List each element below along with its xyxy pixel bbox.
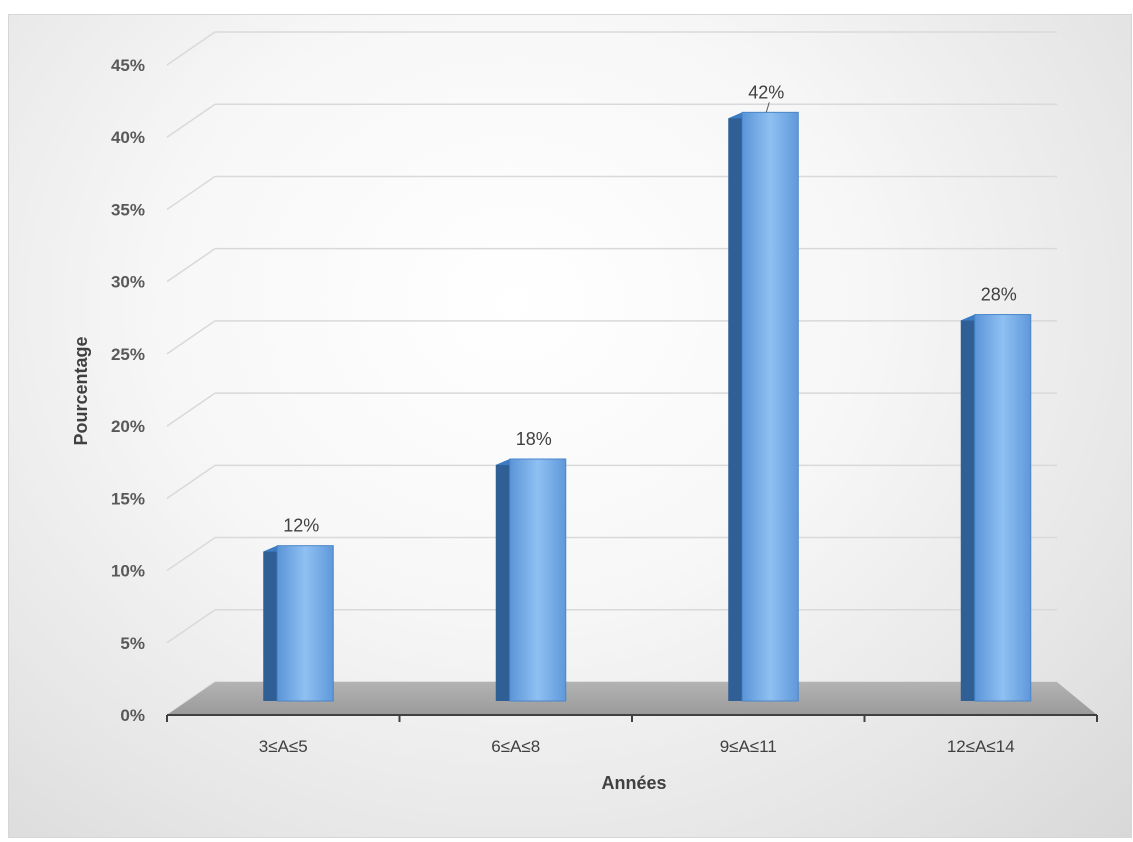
bar [495, 458, 567, 702]
wall-gridline [166, 31, 216, 66]
bar-side [495, 459, 510, 701]
wall-gridline [166, 609, 216, 644]
y-tick-label: 25% [111, 345, 145, 364]
category-label: 9≤A≤11 [720, 737, 777, 756]
chart-floor [167, 682, 1097, 715]
wall-gridline [166, 320, 216, 355]
bar-chart: 12% 3≤A≤5 18% 6≤A≤8 42% 9≤A≤11 28% 12≤A≤14 0% 5% 1… [71, 31, 1098, 793]
wall-gridline [166, 392, 216, 427]
data-label: 18% [516, 429, 552, 449]
y-tick-label: 30% [111, 273, 145, 292]
wall-gridline [166, 248, 216, 283]
y-tick-label: 45% [111, 56, 145, 75]
bar-side [728, 112, 743, 702]
wall-gridline [166, 103, 216, 138]
axes [166, 714, 1098, 722]
bar-side [960, 314, 975, 701]
bar [263, 545, 334, 702]
y-tick-label: 0% [120, 706, 145, 725]
wall-gridline [166, 536, 216, 572]
data-label-leader [765, 102, 770, 113]
wall-gridline [166, 175, 216, 211]
y-tick-label: 5% [120, 634, 145, 653]
y-tick-label: 15% [111, 489, 145, 508]
category-label: 6≤A≤8 [491, 737, 540, 756]
data-label: 12% [283, 516, 319, 536]
x-axis-title: Années [601, 773, 666, 793]
bar-front [741, 111, 799, 702]
wall-gridline [166, 464, 216, 499]
y-tick-label: 35% [111, 200, 145, 219]
y-tick-label: 10% [111, 562, 145, 581]
y-tick-label: 40% [111, 128, 145, 147]
bar [960, 314, 1032, 702]
category-label: 3≤A≤5 [259, 737, 308, 756]
y-tick-label: 20% [111, 417, 145, 436]
bar-front [974, 314, 1032, 702]
bars [263, 111, 1032, 702]
bar [728, 111, 799, 702]
gridlines [166, 31, 1057, 716]
bar-side [263, 545, 278, 701]
category-label: 12≤A≤14 [947, 737, 1015, 756]
bar-front [276, 545, 334, 702]
bar-front [509, 458, 567, 702]
data-label: 28% [981, 285, 1017, 305]
data-label: 42% [748, 82, 784, 102]
chart-frame: 12% 3≤A≤5 18% 6≤A≤8 42% 9≤A≤11 28% 12≤A≤14 0% 5% 1… [8, 14, 1132, 838]
y-axis-title: Pourcentage [71, 336, 91, 445]
labels: 12% 3≤A≤5 18% 6≤A≤8 42% 9≤A≤11 28% 12≤A≤14 0% 5% 1… [111, 56, 1017, 756]
